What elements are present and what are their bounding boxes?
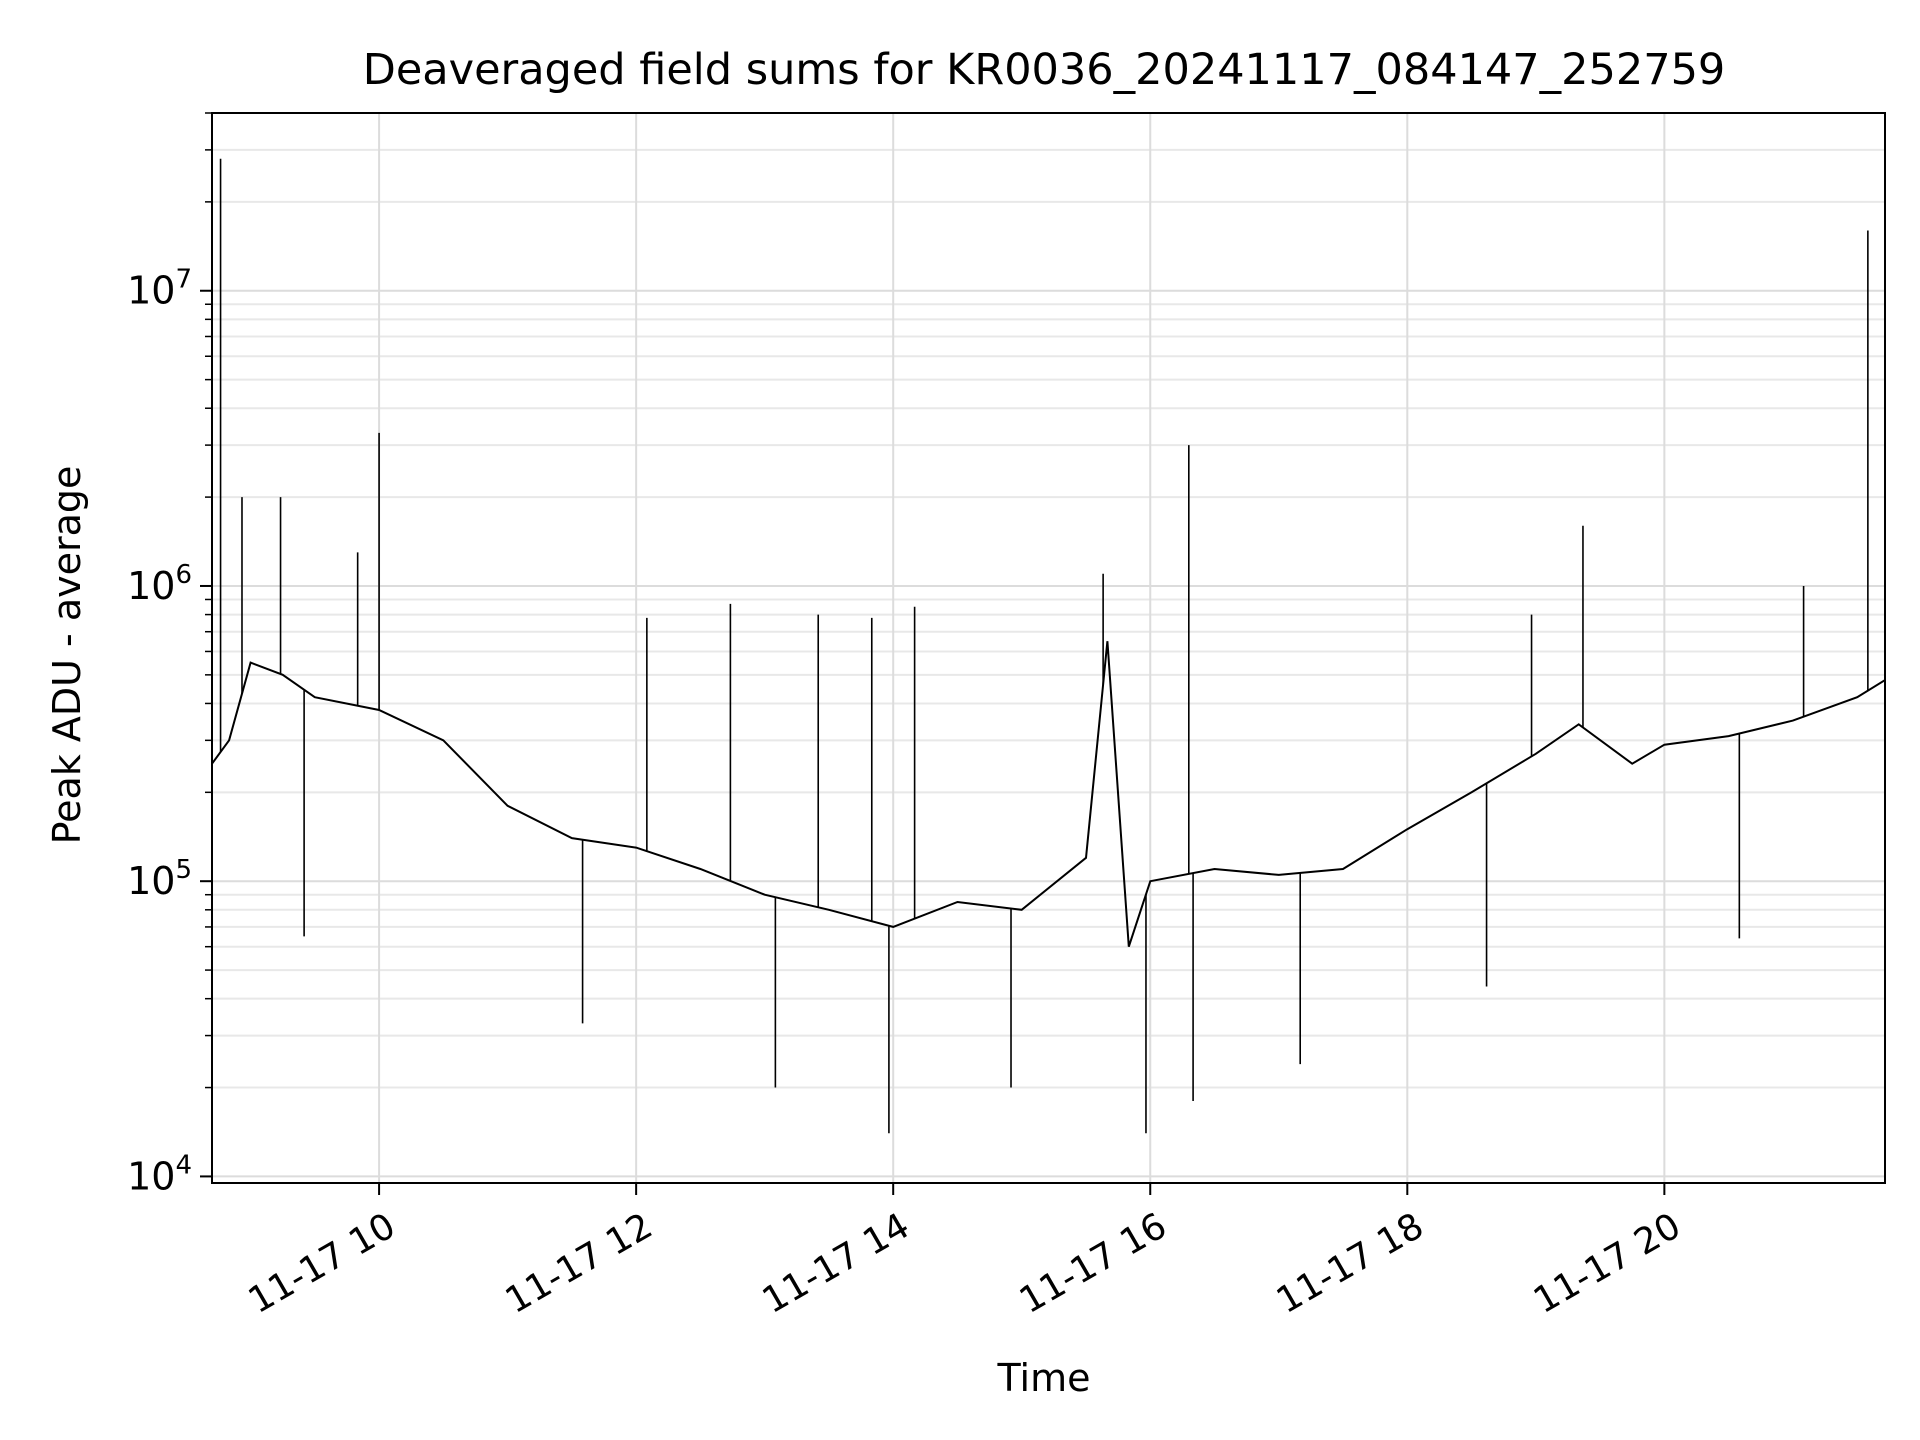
y-tick-label: 107	[127, 265, 192, 313]
y-tick-label: 105	[127, 855, 192, 903]
axes-frame	[211, 112, 1886, 1184]
chart-title: Deaveraged field sums for KR0036_2024111…	[363, 45, 1726, 95]
y-axis-label: Peak ADU - average	[45, 466, 89, 845]
grid	[212, 112, 1885, 1183]
plot-area	[212, 158, 1885, 1134]
y-tick-label: 104	[127, 1150, 192, 1198]
series-line	[212, 641, 1885, 948]
x-axis-label: Time	[997, 1356, 1091, 1400]
y-tick-label: 106	[127, 560, 192, 608]
